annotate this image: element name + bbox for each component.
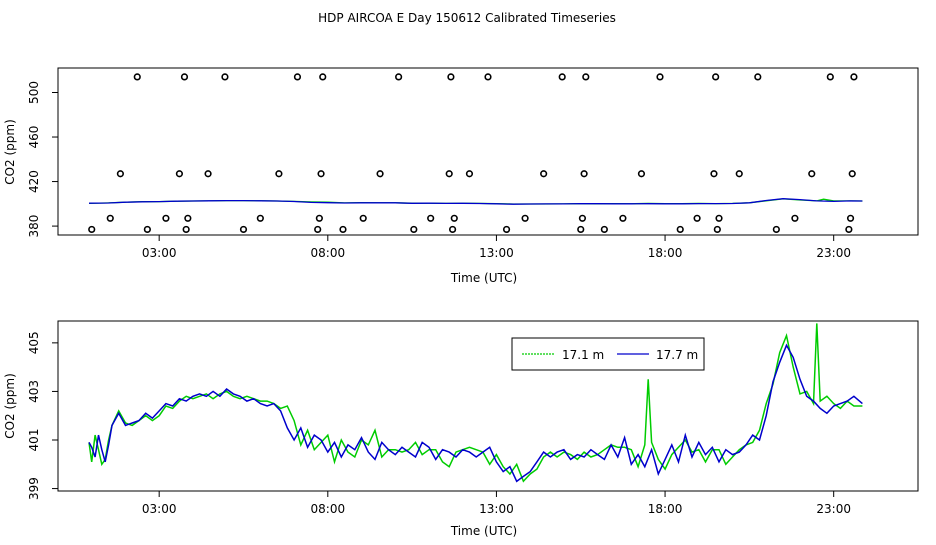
top-calibration-point [826,73,834,81]
top-y-tick-label: 380 [27,215,41,238]
legend-label-17-1m: 17.1 m [562,348,604,362]
top-calibration-point [427,214,435,222]
top-x-tick-label: 03:00 [142,246,177,260]
bottom-x-tick-label: 03:00 [142,502,177,516]
top-calibration-point [445,170,453,178]
top-x-tick-label: 08:00 [311,246,346,260]
top-calibration-point [116,170,124,178]
top-calibration-point [319,73,327,81]
top-calibration-point [619,214,627,222]
bottom-x-tick-label: 23:00 [816,502,851,516]
top-calibration-point [848,170,856,178]
top-calibration-point [180,73,189,81]
top-calibration-point [713,225,721,234]
top-calibration-point [465,170,474,178]
top-calibration-point [317,170,325,178]
top-x-tick-label: 13:00 [479,246,514,260]
bottom-panel-frame [57,320,919,492]
top-y-axis-label: CO2 (ppm) [3,119,17,185]
top-calibration-point [772,225,780,234]
top-panel-frame [57,67,919,236]
top-calibration-point [582,73,590,81]
top-plot-area [88,73,863,234]
top-calibration-point [275,170,283,178]
bottom-series-line-17-1-m [88,323,863,483]
top-calibration-point [577,225,585,234]
top-calibration-point [656,73,664,81]
top-calibration-point [735,170,743,178]
bottom-y-tick-label: 403 [27,380,41,403]
bottom-x-axis-label: Time (UTC) [450,524,517,538]
top-axes: 03:00 08:00 13:00 18:00 23:00 380 420 460 500 [27,81,851,260]
chart-title: HDP AIRCOA E Day 150612 Calibrated Times… [318,11,616,25]
top-calibration-point [558,73,566,81]
top-calibration-point [850,73,858,81]
bottom-y-tick-label: 401 [27,429,41,452]
top-calibration-point [578,214,587,222]
top-calibration-point [376,170,384,178]
top-calibration-point [221,73,229,81]
top-calibration-point [791,214,799,222]
top-calibration-point [521,214,529,222]
top-calibration-point [447,73,455,81]
top-calibration-point [315,214,323,222]
top-series-line-17-7-m [88,198,863,205]
top-calibration-point [676,225,684,234]
top-calibration-point [359,214,367,222]
top-calibration-point [106,214,114,222]
top-calibration-point [846,214,855,222]
top-calibration-point [448,225,457,234]
legend-label-17-7m: 17.7 m [656,348,698,362]
top-x-axis-label: Time (UTC) [450,271,517,285]
top-y-tick-label: 500 [27,81,41,104]
bottom-x-tick-label: 18:00 [648,502,683,516]
top-calibration-point [502,225,511,234]
top-calibration-point [239,225,248,234]
top-calibration-point [600,225,608,234]
top-calibration-point [710,170,718,178]
bottom-y-tick-label: 399 [27,477,41,500]
top-calibration-point [845,225,853,234]
top-calibration-point [484,73,492,81]
top-calibration-point [540,170,548,178]
top-calibration-point [314,225,322,234]
bottom-plot-area [88,323,863,483]
top-calibration-point [184,214,192,222]
top-calibration-point [580,170,588,178]
top-calibration-point [175,170,184,178]
top-calibration-point [395,73,403,81]
top-calibration-point [712,73,720,81]
bottom-y-axis-label: CO2 (ppm) [3,373,17,439]
top-y-tick-label: 460 [27,126,41,149]
bottom-x-tick-label: 13:00 [479,502,514,516]
top-calibration-point [182,225,190,234]
top-x-tick-label: 18:00 [648,246,683,260]
top-calibration-point [162,214,170,222]
top-calibration-point [133,73,141,81]
bottom-x-tick-label: 08:00 [311,502,346,516]
top-calibration-point [88,225,96,234]
top-calibration-point [715,214,723,222]
top-calibration-point [293,73,302,81]
bottom-series-line-17-7-m [88,343,863,483]
top-calibration-point [256,214,264,222]
top-x-tick-label: 23:00 [816,246,851,260]
top-calibration-point [450,214,458,222]
top-y-tick-label: 420 [27,170,41,193]
top-calibration-point [410,225,418,234]
top-calibration-point [204,170,212,178]
top-calibration-point [143,225,151,234]
bottom-y-tick-label: 405 [27,331,41,354]
top-calibration-point [637,170,646,178]
bottom-axes: 03:00 08:00 13:00 18:00 23:00 399 401 403 405 [27,331,851,516]
top-calibration-point [754,73,762,81]
top-calibration-point [693,214,701,222]
legend: 17.1 m 17.7 m [511,337,705,371]
top-calibration-point [339,225,347,234]
top-calibration-point [808,170,816,178]
